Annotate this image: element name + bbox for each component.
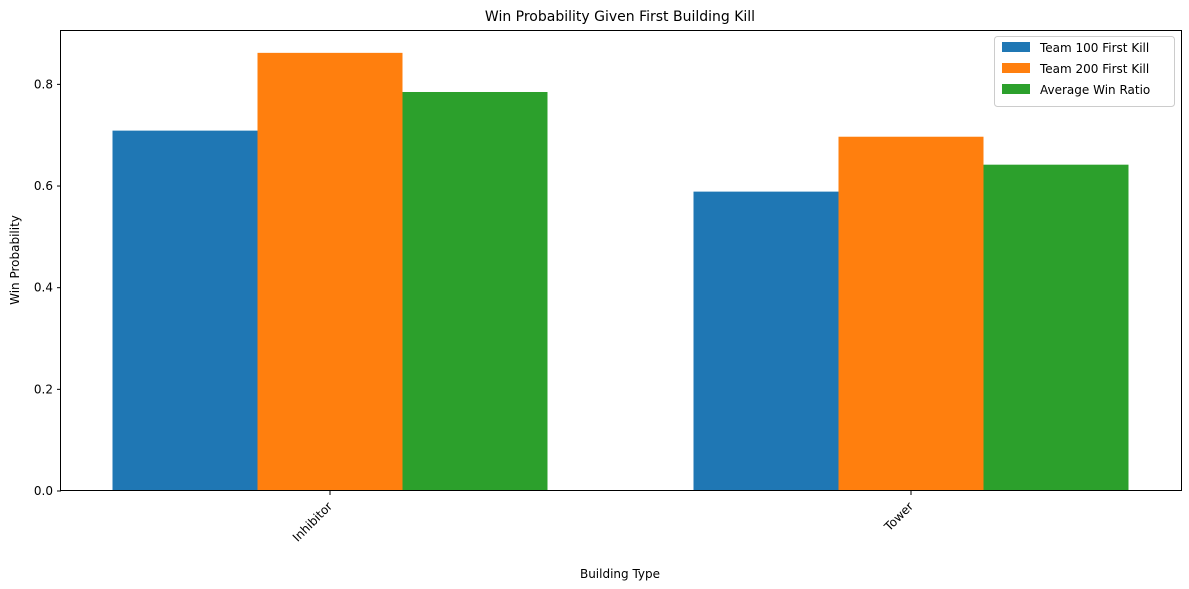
y-tick-label: 0.0 xyxy=(34,484,53,498)
y-axis-label: Win Probability xyxy=(8,215,22,305)
y-tick-label: 0.6 xyxy=(34,179,53,193)
legend-label: Team 200 First Kill xyxy=(1039,62,1149,76)
legend-swatch xyxy=(1002,84,1030,94)
legend-label: Team 100 First Kill xyxy=(1039,41,1149,55)
legend-frame xyxy=(994,36,1175,107)
bar-tower-series-2 xyxy=(838,136,984,491)
bar-inhibitor-series-2 xyxy=(257,52,403,491)
y-axis: 0.0 0.2 0.4 0.6 0.8 xyxy=(34,77,61,498)
bars-group xyxy=(112,52,1129,492)
legend: Team 100 First Kill Team 200 First Kill Av… xyxy=(994,36,1175,107)
y-tick-label: 0.8 xyxy=(34,77,53,91)
legend-label: Average Win Ratio xyxy=(1040,83,1150,97)
bar-inhibitor-series-1 xyxy=(112,130,258,491)
bar-tower-series-1 xyxy=(693,191,839,492)
x-axis-label: Building Type xyxy=(580,567,660,581)
plot-frame xyxy=(60,30,1182,491)
legend-swatch xyxy=(1002,42,1030,52)
bar-inhibitor-series-3 xyxy=(402,91,548,491)
y-tick-label: 0.2 xyxy=(34,382,53,396)
chart-title: Win Probability Given First Building Kil… xyxy=(485,9,755,25)
x-axis: Inhibitor Tower xyxy=(290,491,916,544)
y-tick-label: 0.4 xyxy=(34,281,53,295)
x-tick-label: Tower xyxy=(881,499,916,534)
x-tick-label: Inhibitor xyxy=(290,499,335,544)
bar-tower-series-3 xyxy=(983,164,1129,491)
legend-swatch xyxy=(1002,63,1030,73)
